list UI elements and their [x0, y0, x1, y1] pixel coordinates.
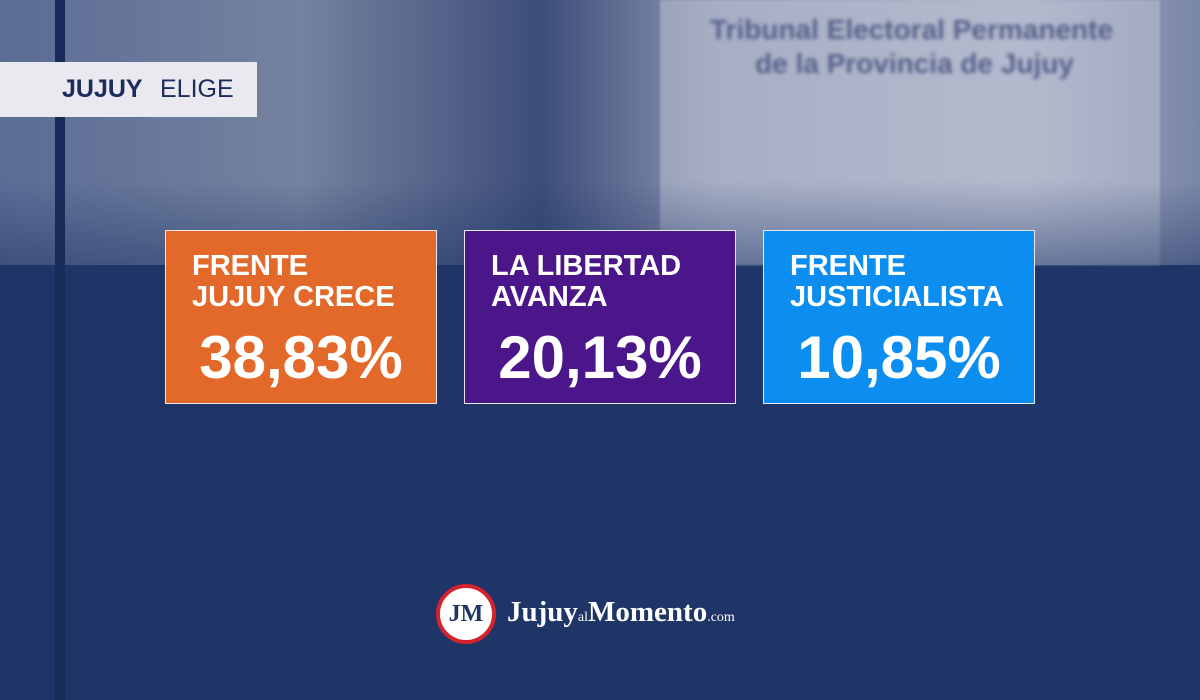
brand-text: Jujuy: [507, 596, 578, 628]
result-card: LA LIBERTAD AVANZA 20,13%: [464, 230, 736, 404]
sign-text: Tribunal Electoral Permanente: [710, 14, 1114, 45]
party-name: LA LIBERTAD: [491, 250, 682, 282]
result-card: FRENTE JUJUY CRECE 38,83%: [165, 230, 437, 404]
logo: JM: [436, 584, 496, 644]
party-name: FRENTE: [790, 250, 906, 282]
brand-text: .com: [707, 610, 735, 625]
result-card: FRENTE JUSTICIALISTA 10,85%: [763, 230, 1035, 404]
brand-text: Momento: [588, 596, 708, 628]
party-name: FRENTE: [192, 250, 308, 282]
brand-text: al: [577, 610, 589, 625]
section-tag: JUJUY ELIGE: [0, 62, 257, 117]
stripe: [55, 0, 65, 700]
brand: JujuyalMomento.com: [507, 596, 735, 629]
party-name: JUJUY CRECE: [192, 281, 395, 313]
tag-rest: ELIGE: [160, 75, 234, 103]
percentage: 38,83%: [199, 324, 403, 391]
party-name: JUSTICIALISTA: [790, 281, 1004, 313]
percentage: 20,13%: [498, 324, 702, 391]
percentage: 10,85%: [797, 324, 1001, 391]
tag-bold: JUJUY: [62, 75, 143, 103]
party-name: AVANZA: [491, 281, 608, 313]
sign-text: de la Provincia de Jujuy: [755, 48, 1075, 79]
